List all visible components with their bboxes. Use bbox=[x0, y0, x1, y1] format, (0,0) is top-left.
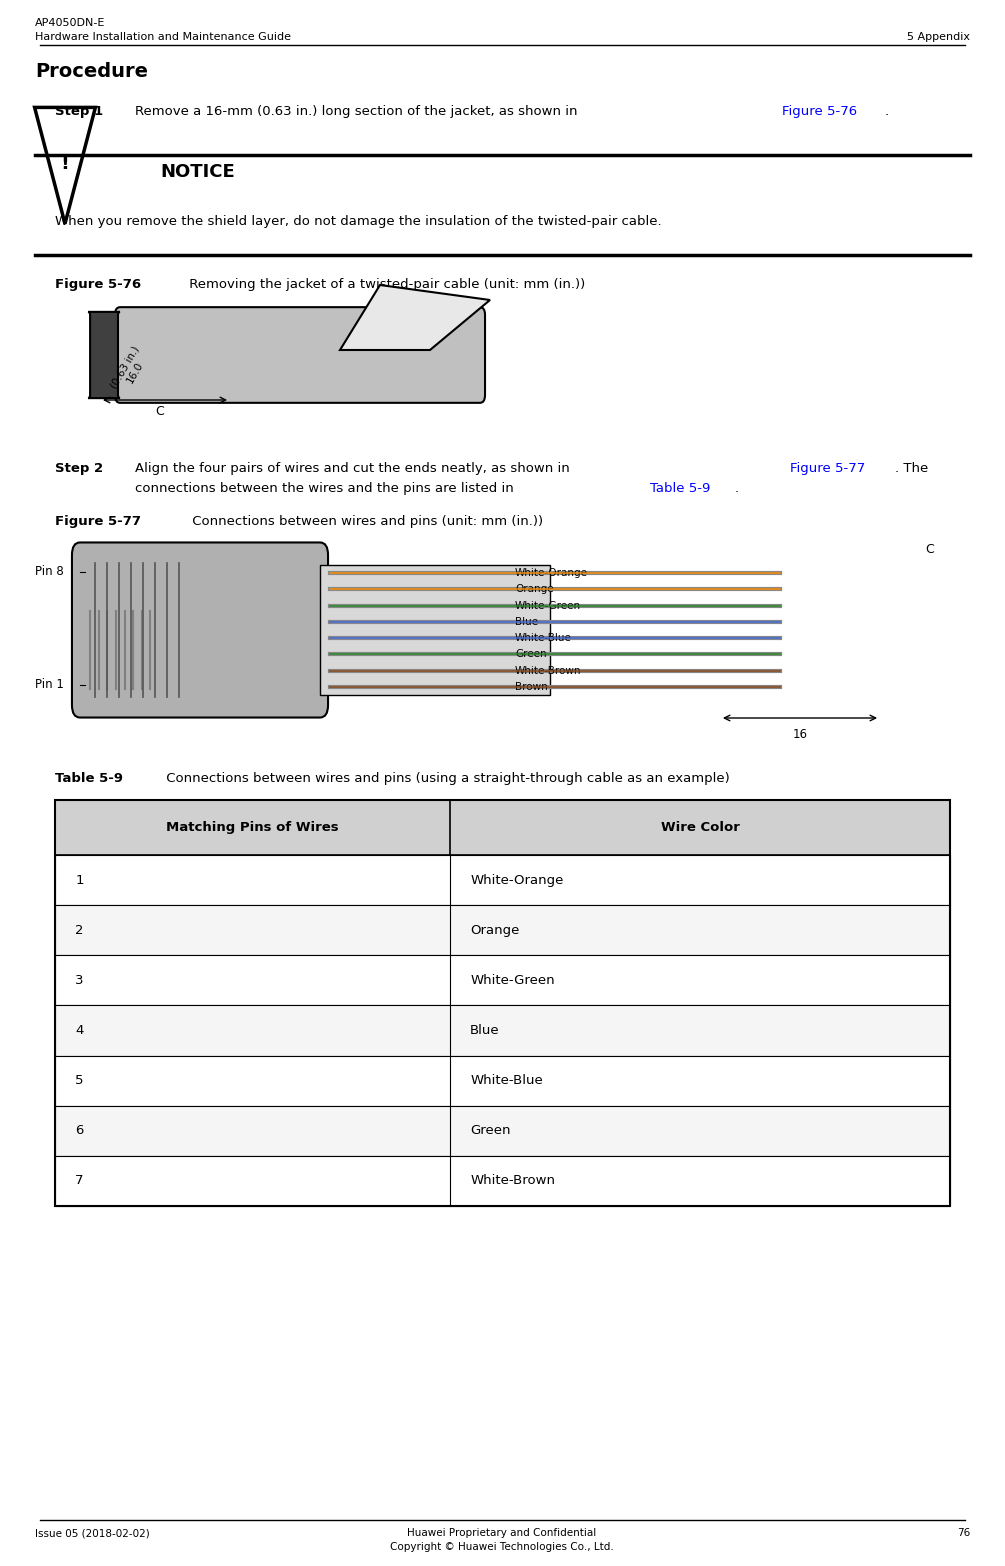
Text: Wire Color: Wire Color bbox=[660, 821, 740, 835]
Text: Remove a 16-mm (0.63 in.) long section of the jacket, as shown in: Remove a 16-mm (0.63 in.) long section o… bbox=[135, 105, 582, 117]
Text: 7: 7 bbox=[75, 1174, 83, 1187]
Text: 1: 1 bbox=[75, 874, 83, 886]
Text: 76: 76 bbox=[957, 1528, 970, 1538]
Text: AP4050DN-E: AP4050DN-E bbox=[35, 17, 106, 28]
Bar bbox=[55, 1106, 950, 1156]
Text: White-Blue: White-Blue bbox=[470, 1074, 543, 1087]
Text: Green: Green bbox=[470, 1124, 511, 1137]
Text: .: . bbox=[735, 482, 739, 495]
Text: White-Brown: White-Brown bbox=[470, 1174, 555, 1187]
Text: Matching Pins of Wires: Matching Pins of Wires bbox=[166, 821, 339, 835]
Text: Blue: Blue bbox=[470, 1024, 499, 1037]
Text: 16: 16 bbox=[793, 728, 807, 741]
Bar bbox=[55, 1156, 950, 1206]
Text: C: C bbox=[156, 406, 165, 418]
Text: Orange: Orange bbox=[515, 584, 554, 595]
Text: 6: 6 bbox=[75, 1124, 83, 1137]
Text: connections between the wires and the pins are listed in: connections between the wires and the pi… bbox=[135, 482, 518, 495]
Text: White-Blue: White-Blue bbox=[515, 633, 572, 644]
Bar bbox=[55, 955, 950, 1005]
Text: . The: . The bbox=[895, 462, 929, 474]
Bar bbox=[55, 1005, 950, 1055]
Text: Align the four pairs of wires and cut the ends neatly, as shown in: Align the four pairs of wires and cut th… bbox=[135, 462, 574, 474]
Text: 5 Appendix: 5 Appendix bbox=[907, 31, 970, 42]
Text: White-Brown: White-Brown bbox=[515, 666, 582, 675]
Text: Step 1: Step 1 bbox=[55, 105, 104, 117]
Text: Huawei Proprietary and Confidential: Huawei Proprietary and Confidential bbox=[407, 1528, 597, 1538]
FancyBboxPatch shape bbox=[115, 307, 485, 402]
Text: Brown: Brown bbox=[515, 681, 548, 692]
Bar bbox=[55, 1055, 950, 1106]
Text: Removing the jacket of a twisted-pair cable (unit: mm (in.)): Removing the jacket of a twisted-pair ca… bbox=[185, 279, 585, 291]
FancyBboxPatch shape bbox=[72, 542, 328, 717]
Text: White-Green: White-Green bbox=[515, 601, 581, 611]
Bar bbox=[55, 800, 950, 855]
Text: Connections between wires and pins (unit: mm (in.)): Connections between wires and pins (unit… bbox=[188, 515, 543, 528]
Text: Table 5-9: Table 5-9 bbox=[650, 482, 711, 495]
Text: Figure 5-76: Figure 5-76 bbox=[55, 279, 141, 291]
Text: 3: 3 bbox=[75, 974, 83, 987]
Text: Table 5-9: Table 5-9 bbox=[55, 772, 123, 785]
Text: Green: Green bbox=[515, 650, 547, 659]
Bar bbox=[320, 565, 550, 695]
Text: White-Orange: White-Orange bbox=[515, 568, 588, 578]
Text: Figure 5-77: Figure 5-77 bbox=[790, 462, 865, 474]
Bar bbox=[55, 855, 950, 905]
Bar bbox=[55, 905, 950, 955]
Text: Blue: Blue bbox=[515, 617, 538, 626]
Text: White-Green: White-Green bbox=[470, 974, 555, 987]
Text: .: . bbox=[885, 105, 889, 117]
Text: Figure 5-76: Figure 5-76 bbox=[782, 105, 857, 117]
Text: Connections between wires and pins (using a straight-through cable as an example: Connections between wires and pins (usin… bbox=[162, 772, 730, 785]
Text: 5: 5 bbox=[75, 1074, 83, 1087]
Text: 2: 2 bbox=[75, 924, 83, 936]
Text: (0.63 in.)
16.0: (0.63 in.) 16.0 bbox=[109, 345, 151, 396]
Text: When you remove the shield layer, do not damage the insulation of the twisted-pa: When you remove the shield layer, do not… bbox=[55, 215, 661, 229]
Text: Hardware Installation and Maintenance Guide: Hardware Installation and Maintenance Gu… bbox=[35, 31, 291, 42]
Text: Procedure: Procedure bbox=[35, 63, 148, 81]
Text: C: C bbox=[925, 543, 934, 556]
Text: White-Orange: White-Orange bbox=[470, 874, 564, 886]
Text: Pin 1: Pin 1 bbox=[35, 678, 64, 692]
FancyBboxPatch shape bbox=[88, 312, 120, 398]
Bar bbox=[55, 800, 950, 1206]
Text: Step 2: Step 2 bbox=[55, 462, 104, 474]
Polygon shape bbox=[340, 285, 490, 349]
Text: 4: 4 bbox=[75, 1024, 83, 1037]
Text: Copyright © Huawei Technologies Co., Ltd.: Copyright © Huawei Technologies Co., Ltd… bbox=[390, 1543, 614, 1552]
Text: NOTICE: NOTICE bbox=[160, 163, 235, 182]
Text: B: B bbox=[450, 304, 458, 316]
Text: Issue 05 (2018-02-02): Issue 05 (2018-02-02) bbox=[35, 1528, 150, 1538]
Text: Pin 8: Pin 8 bbox=[35, 565, 63, 578]
Text: !: ! bbox=[60, 153, 69, 172]
Text: Orange: Orange bbox=[470, 924, 520, 936]
Text: Figure 5-77: Figure 5-77 bbox=[55, 515, 141, 528]
